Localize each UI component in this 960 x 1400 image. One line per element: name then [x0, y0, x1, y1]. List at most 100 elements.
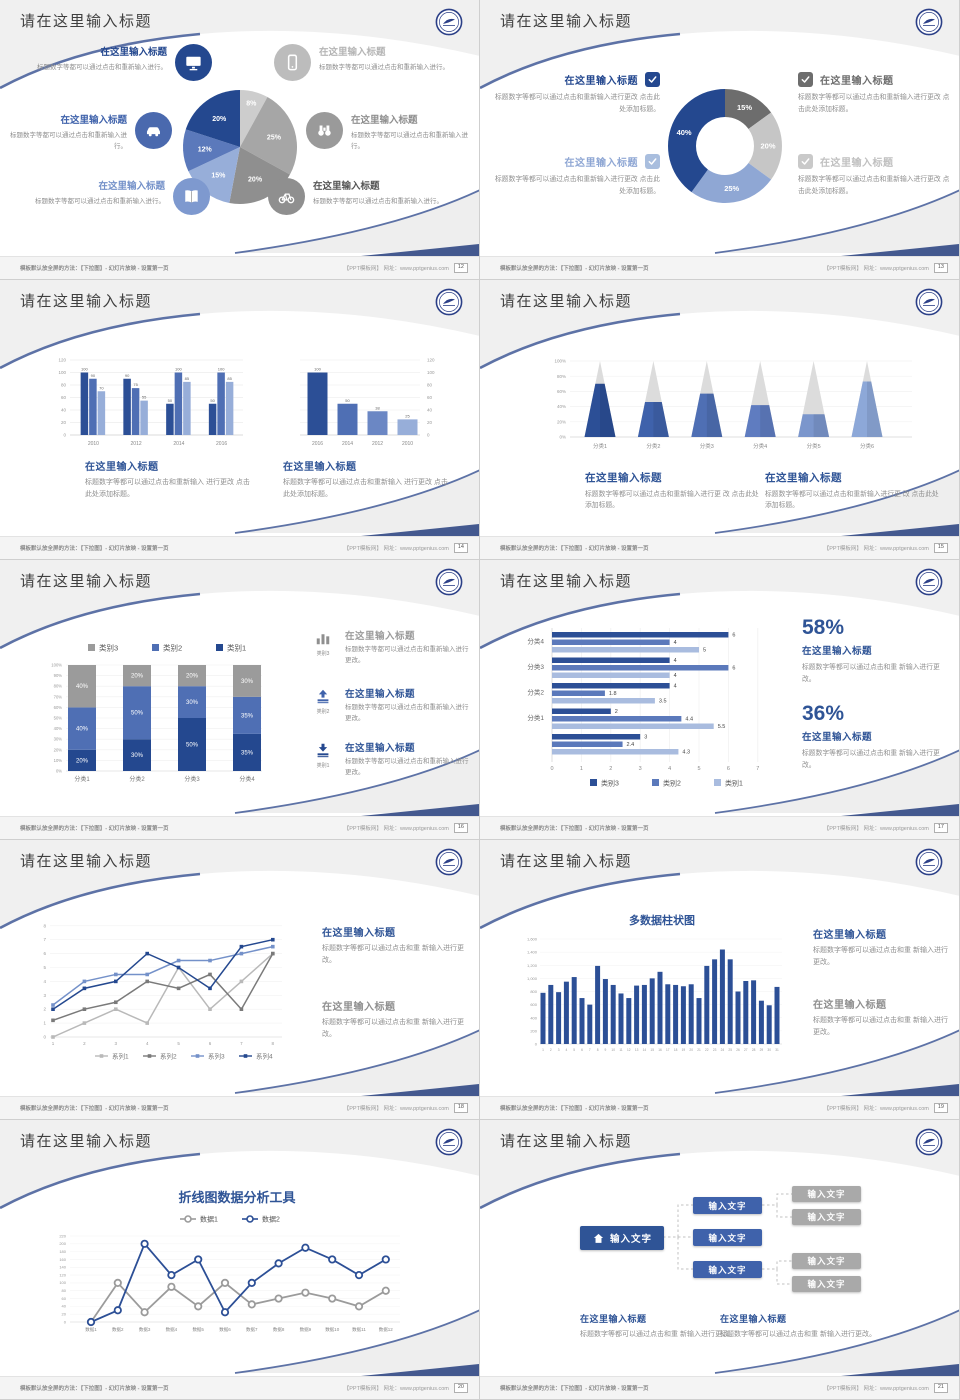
footer-site: 【PPT模板网】 网址：www.pptgenius.com	[823, 1106, 929, 1112]
svg-text:2010: 2010	[88, 441, 99, 447]
bicycle-icon	[268, 178, 305, 215]
svg-text:3: 3	[43, 993, 46, 998]
svg-text:类别3: 类别3	[99, 643, 118, 653]
svg-text:6: 6	[727, 766, 730, 772]
text-block: 在这里输入标题 标题数字等都可以通过点击和重 新输入进行更改。	[322, 998, 470, 1040]
swoosh-decoration	[480, 840, 959, 1094]
slide-footer: 模板默认放全屏的方法：【下拉图】- 幻灯片放映 - 设置第一页 【PPT模板网】…	[480, 1376, 959, 1399]
page-number: 21	[933, 1383, 948, 1393]
svg-text:0: 0	[427, 433, 430, 438]
block-title: 在这里输入标题	[765, 472, 842, 484]
block-title: 在这里输入标题	[345, 743, 416, 754]
svg-text:50: 50	[210, 398, 215, 403]
block-title: 在这里输入标题	[813, 930, 887, 941]
svg-text:80: 80	[61, 383, 67, 388]
monitor-icon	[186, 56, 201, 71]
svg-text:15: 15	[650, 1048, 654, 1052]
svg-text:8: 8	[43, 923, 46, 928]
svg-text:60: 60	[427, 395, 433, 400]
pyramid-chart: 0% 20% 40% 60% 80% 100% 分类1 分类2 分类3 分类4 分类5 分类6	[554, 359, 912, 450]
footer-note: 模板默认放全屏的方法：【下拉图】- 幻灯片放映 - 设置第一页	[20, 1106, 169, 1112]
footer-note: 模板默认放全屏的方法：【下拉图】- 幻灯片放映 - 设置第一页	[500, 826, 649, 832]
page-number: 13	[933, 263, 948, 273]
block-title: 在这里输入标题	[802, 646, 873, 657]
university-logo-icon	[435, 8, 463, 36]
svg-text:12%: 12%	[198, 147, 213, 154]
svg-text:2016: 2016	[216, 441, 227, 447]
footer-site: 【PPT模板网】 网址：www.pptgenius.com	[823, 826, 929, 832]
tree-node-label: 输入文字	[807, 1279, 846, 1289]
svg-text:40%: 40%	[76, 727, 89, 733]
download-icon	[317, 743, 329, 758]
slide-content: 0% 20% 40% 60% 80% 100% 分类1 分类2 分类3 分类4 分类5 分类6 在这里输…	[480, 280, 959, 536]
block-body: 标题数字等都可以通过点击和重新输入进行更改 点击此处添加标题。	[494, 176, 660, 196]
slide-content: 折线图数据分析工具 数据1 数据2 0 20 40 60 80 100 120 140 160 180 2…	[0, 1120, 479, 1376]
slide-page-13: 请在这里输入标题 15% 20% 25% 40% 在这里输入标题 标题数字等都可以通过点击…	[480, 0, 960, 280]
svg-text:分类1: 分类1	[527, 713, 544, 722]
checkbox-icon	[798, 72, 813, 87]
footer-site: 【PPT模板网】 网址：www.pptgenius.com	[343, 826, 449, 832]
block-title: 在这里输入标题	[564, 158, 638, 169]
university-logo-icon	[915, 288, 943, 316]
svg-text:80%: 80%	[54, 684, 63, 689]
slide-page-17: 请在这里输入标题 0 1 2 3 4 5 6 7 分类4 6 4 5 分类3 4 6 4 分类2 4 1.8 3.5 分…	[480, 560, 960, 840]
tree-node-label: 输入文字	[609, 1234, 652, 1245]
svg-text:数据1: 数据1	[200, 1215, 218, 1224]
svg-text:4.3: 4.3	[682, 750, 690, 756]
svg-text:2: 2	[615, 709, 618, 715]
svg-text:4: 4	[674, 658, 677, 664]
svg-text:20: 20	[61, 420, 67, 425]
swoosh-decoration	[0, 280, 479, 534]
donut-chart: 15% 20% 25% 40%	[668, 89, 782, 203]
svg-text:600: 600	[530, 1002, 537, 1007]
stat-value: 58%	[802, 616, 845, 639]
svg-text:5: 5	[697, 766, 700, 772]
info-block: 在这里输入标题 标题数字等都可以通过点击和重新输入进行。	[0, 112, 172, 152]
block-body: 标题数字等都可以通过点击和重新输入 进行更改 点击此处添加标题。	[85, 479, 250, 498]
org-tree-connectors	[663, 1193, 792, 1285]
svg-text:30%: 30%	[186, 700, 199, 706]
tree-node: 输入文字	[792, 1186, 861, 1202]
svg-text:2012: 2012	[372, 441, 383, 447]
svg-text:8: 8	[272, 1041, 275, 1046]
svg-text:4: 4	[566, 1048, 568, 1052]
svg-text:50: 50	[345, 398, 350, 403]
svg-text:800: 800	[530, 989, 537, 994]
svg-text:3: 3	[644, 735, 647, 741]
svg-text:数据7: 数据7	[246, 1326, 258, 1333]
slide-page-21: 请在这里输入标题 输入文字 输入文字 输入文字 输入文字 输入文字 输入文字 输入文字 输入文…	[480, 1120, 960, 1400]
svg-text:31: 31	[775, 1048, 779, 1052]
svg-text:29: 29	[760, 1048, 764, 1052]
slide-footer: 模板默认放全屏的方法：【下拉图】- 幻灯片放映 - 设置第一页 【PPT模板网】…	[0, 816, 479, 839]
svg-text:2012: 2012	[131, 441, 142, 447]
slide-content: 类别3 类别2 类别1 0% 10% 20% 30% 40% 50% 60% 70% 80% 90% 10…	[0, 560, 479, 816]
svg-text:400: 400	[530, 1015, 537, 1020]
slide-content: 8% 25% 20% 15% 12% 20% 在这里输入标题 标题数字等都可以通过点击和重新输…	[0, 0, 479, 256]
svg-text:分类3: 分类3	[184, 775, 200, 783]
checkbox-block: 在这里输入标题 标题数字等都可以通过点击和重新输入进行更改 点击此处添加标题。	[798, 154, 950, 198]
svg-text:5: 5	[573, 1048, 575, 1052]
svg-text:26: 26	[736, 1048, 740, 1052]
footer-note: 模板默认放全屏的方法：【下拉图】- 幻灯片放映 - 设置第一页	[500, 546, 649, 552]
block-body: 标题数字等都可以通过点击和重 新输入进行更改。	[813, 1017, 948, 1036]
line-chart: 0 1 2 3 4 5 6 7 8 1 2 3 4 5 6 7 8 系列1 系列2 系列3 系列4	[43, 923, 282, 1061]
svg-text:数据5: 数据5	[192, 1326, 204, 1333]
bar-chart-icon	[316, 634, 330, 645]
svg-text:分类2: 分类2	[527, 688, 544, 697]
block-body: 标题数字等都可以通过点击和重 新输入进行更改。	[813, 947, 948, 966]
svg-text:6: 6	[732, 633, 735, 639]
icon-caption: 类别1	[316, 763, 330, 769]
block-title: 在这里输入标题	[820, 76, 894, 87]
svg-text:分类4: 分类4	[527, 637, 544, 646]
swoosh-decoration	[0, 0, 479, 254]
check-icon	[801, 76, 810, 83]
block-title: 在这里输入标题	[283, 462, 357, 473]
block-title: 在这里输入标题	[100, 47, 167, 58]
svg-text:2014: 2014	[342, 441, 353, 447]
university-logo-icon	[435, 288, 463, 316]
svg-text:14: 14	[643, 1048, 647, 1052]
slide-footer: 模板默认放全屏的方法：【下拉图】- 幻灯片放映 - 设置第一页 【PPT模板网】…	[0, 256, 479, 279]
svg-text:22: 22	[705, 1048, 709, 1052]
svg-text:20: 20	[427, 420, 433, 425]
checkbox-block: 在这里输入标题 标题数字等都可以通过点击和重新输入进行更改 点击此处添加标题。	[494, 72, 660, 116]
